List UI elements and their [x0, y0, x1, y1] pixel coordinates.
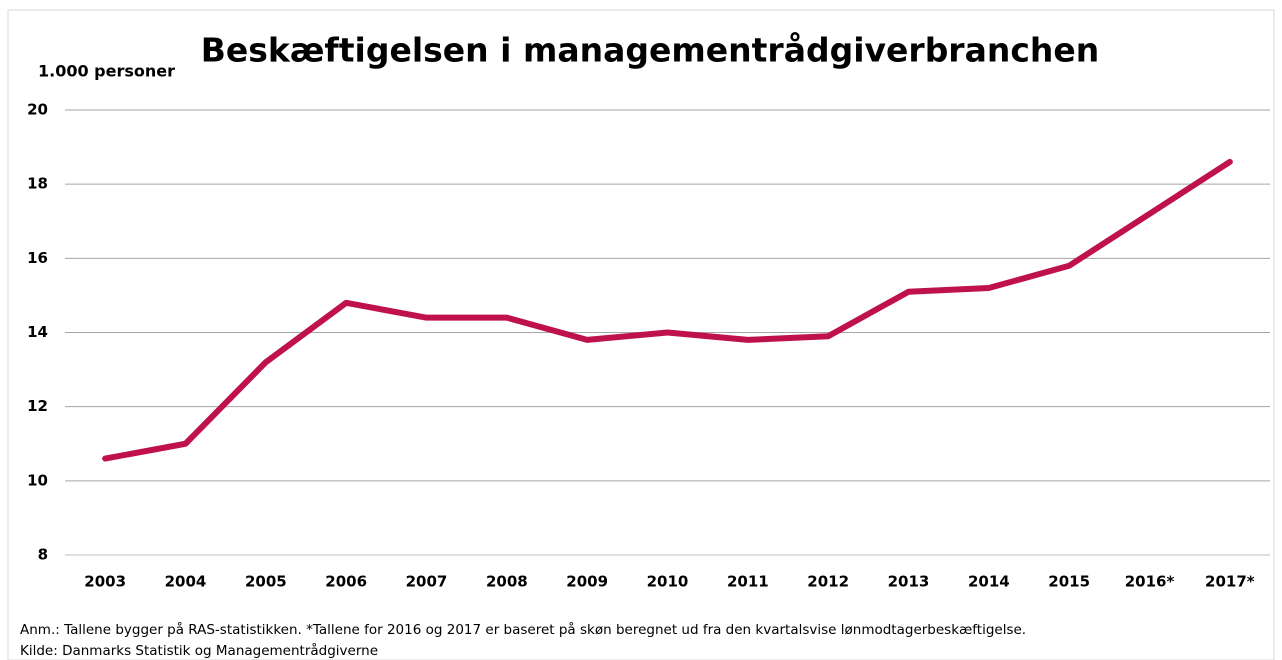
y-tick-label: 12: [27, 397, 48, 415]
note: Anm.: Tallene bygger på RAS-statistikken…: [20, 621, 1026, 638]
y-tick-label: 18: [27, 175, 48, 193]
x-tick-label: 2014: [968, 573, 1010, 591]
y-tick-label: 8: [38, 546, 48, 564]
x-tick-label: 2017*: [1205, 573, 1255, 591]
x-tick-label: 2015: [1048, 573, 1090, 591]
x-tick-label: 2007: [406, 573, 448, 591]
x-tick-label: 2006: [325, 573, 367, 591]
y-tick-label: 20: [27, 101, 48, 119]
x-tick-label: 2010: [647, 573, 689, 591]
x-tick-label: 2012: [807, 573, 849, 591]
y-tick-label: 10: [27, 471, 48, 489]
data-line: [102, 158, 1233, 462]
note: Kilde: Danmarks Statistik og Managementr…: [20, 642, 378, 659]
x-tick-label: 2004: [165, 573, 207, 591]
y-tick-label: 14: [27, 323, 48, 341]
x-tick-label: 2005: [245, 573, 287, 591]
x-tick-label: 2009: [566, 573, 608, 591]
x-tick-label: 2003: [84, 573, 126, 591]
x-tick-label: 2016*: [1125, 573, 1175, 591]
x-tick-label: 2008: [486, 573, 528, 591]
y-tick-label: 16: [27, 249, 48, 267]
chart-title: Beskæftigelsen i managementrådgiverbranc…: [201, 31, 1100, 70]
x-tick-label: 2011: [727, 573, 769, 591]
x-tick-label: 2013: [888, 573, 930, 591]
y-axis-label: 1.000 personer: [38, 62, 175, 81]
